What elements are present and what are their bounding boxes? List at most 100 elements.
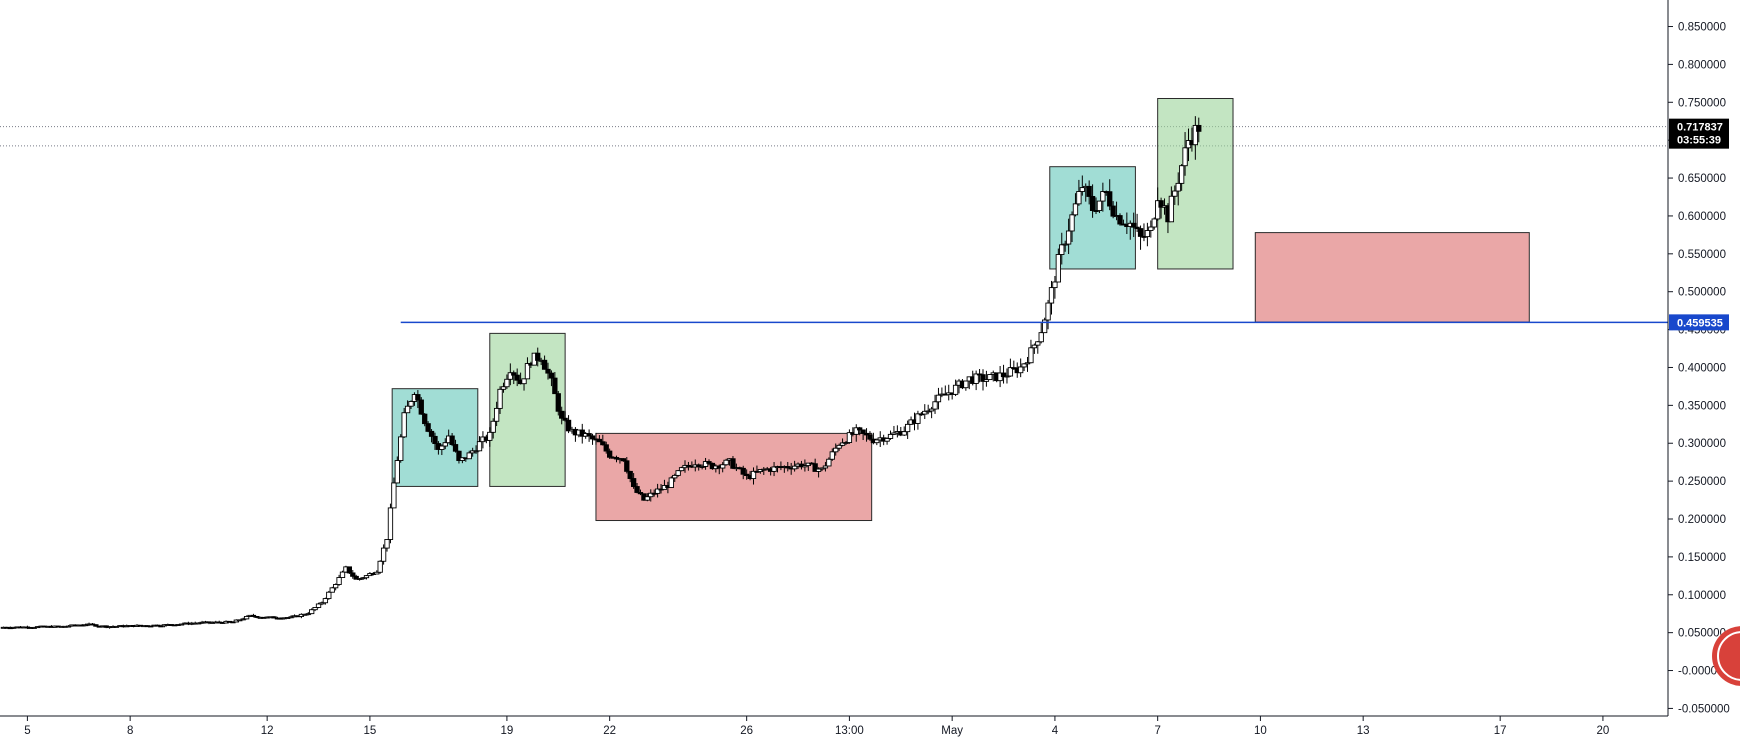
level-price-tag [1669, 314, 1729, 331]
button-ring-icon [1717, 631, 1740, 681]
candle-up [1065, 230, 1072, 245]
candle-down [555, 393, 561, 412]
time-tick-label: 8 [127, 725, 133, 737]
candle-up [836, 444, 842, 449]
zone-rectangle[interactable] [391, 388, 479, 487]
candle-up [1028, 347, 1034, 364]
candle-up [322, 598, 329, 604]
candle-down [1110, 205, 1116, 217]
candle-down [1089, 196, 1096, 211]
bar-countdown-label: 03:55:39 [1677, 135, 1721, 147]
price-tick-label: 0.350000 [1678, 400, 1726, 412]
candle-down [730, 458, 736, 469]
candle-up [1172, 190, 1178, 197]
candle-up [439, 445, 445, 450]
candle-up [1035, 341, 1041, 346]
candle-up [675, 470, 681, 476]
candle-down [1137, 228, 1144, 237]
time-tick-label: 17 [1494, 725, 1507, 737]
zone-rectangle[interactable] [595, 432, 873, 522]
candle-up [1144, 230, 1151, 238]
candle-up [490, 420, 496, 433]
candle-up [442, 442, 448, 447]
candle-up [333, 584, 339, 589]
candle-down [514, 374, 520, 381]
candle-up [987, 374, 993, 381]
candle-down [271, 616, 277, 619]
candle-up [891, 432, 897, 435]
candle-up [476, 441, 483, 452]
candle-up [1096, 200, 1103, 211]
candle-up [648, 492, 654, 498]
candle-up [922, 410, 928, 415]
floating-action-button[interactable] [1712, 626, 1740, 686]
time-tick-label: 13 [1357, 725, 1370, 737]
candle-up [750, 470, 757, 480]
candle-down [1093, 210, 1099, 212]
time-tick-label: 13:00 [835, 725, 864, 737]
candle-up [723, 459, 729, 466]
candle-up [829, 451, 835, 460]
candle-up [833, 447, 839, 453]
candle-up [487, 431, 493, 441]
candle-down [637, 492, 644, 495]
candle-down [353, 575, 359, 580]
candle-up [1168, 195, 1175, 223]
candle-up [973, 373, 979, 384]
time-tick-label: May [941, 725, 963, 737]
candle-up [339, 571, 346, 578]
candle-up [507, 372, 513, 380]
zone-rectangle[interactable] [489, 332, 566, 487]
candle-up [791, 465, 798, 470]
price-tick-label: -0.050000 [1678, 703, 1730, 715]
candle-down [603, 444, 609, 452]
candle-up [319, 602, 325, 605]
level-price-label: 0.459535 [1677, 317, 1723, 329]
candle-down [740, 467, 746, 475]
candle-down [596, 438, 603, 443]
candle-up [1004, 375, 1010, 378]
candle-up [404, 405, 411, 414]
candle-up [394, 460, 400, 484]
candle-down [1134, 226, 1140, 230]
candle-up [473, 450, 479, 453]
candle-down [812, 463, 818, 472]
candle-down [634, 486, 640, 493]
candle-down [541, 359, 548, 370]
candle-down [559, 410, 565, 419]
time-tick-label: 26 [740, 725, 753, 737]
time-tick-label: 20 [1597, 725, 1610, 737]
candle-up [524, 363, 531, 380]
candle-down [589, 435, 596, 440]
candle-up [843, 442, 849, 444]
candle-down [428, 430, 435, 437]
candle-up [243, 615, 250, 620]
price-tick-label: 0.550000 [1678, 249, 1726, 261]
candle-down [860, 429, 866, 434]
candle-up [309, 609, 315, 615]
candle-down [630, 478, 637, 487]
candle-down [620, 458, 627, 462]
zone-rectangle[interactable] [1254, 232, 1530, 323]
candle-up [901, 431, 907, 436]
candle-up [1048, 287, 1055, 304]
candle-up [1079, 187, 1085, 192]
candle-down [586, 433, 592, 437]
candle-up [336, 577, 342, 585]
candle-up [1038, 332, 1044, 343]
candle-up [1055, 254, 1061, 283]
price-tick-label: 0.250000 [1678, 476, 1726, 488]
candle-up [928, 408, 935, 412]
candle-up [1178, 165, 1185, 184]
candle-up [504, 378, 510, 388]
candle-down [744, 473, 750, 477]
candle-up [887, 433, 894, 439]
price-tick-label: 0.500000 [1678, 287, 1726, 299]
candle-down [857, 427, 863, 431]
candle-up [826, 458, 832, 467]
candle-down [511, 372, 517, 376]
candle-up [802, 465, 808, 468]
candle-up [935, 394, 942, 403]
